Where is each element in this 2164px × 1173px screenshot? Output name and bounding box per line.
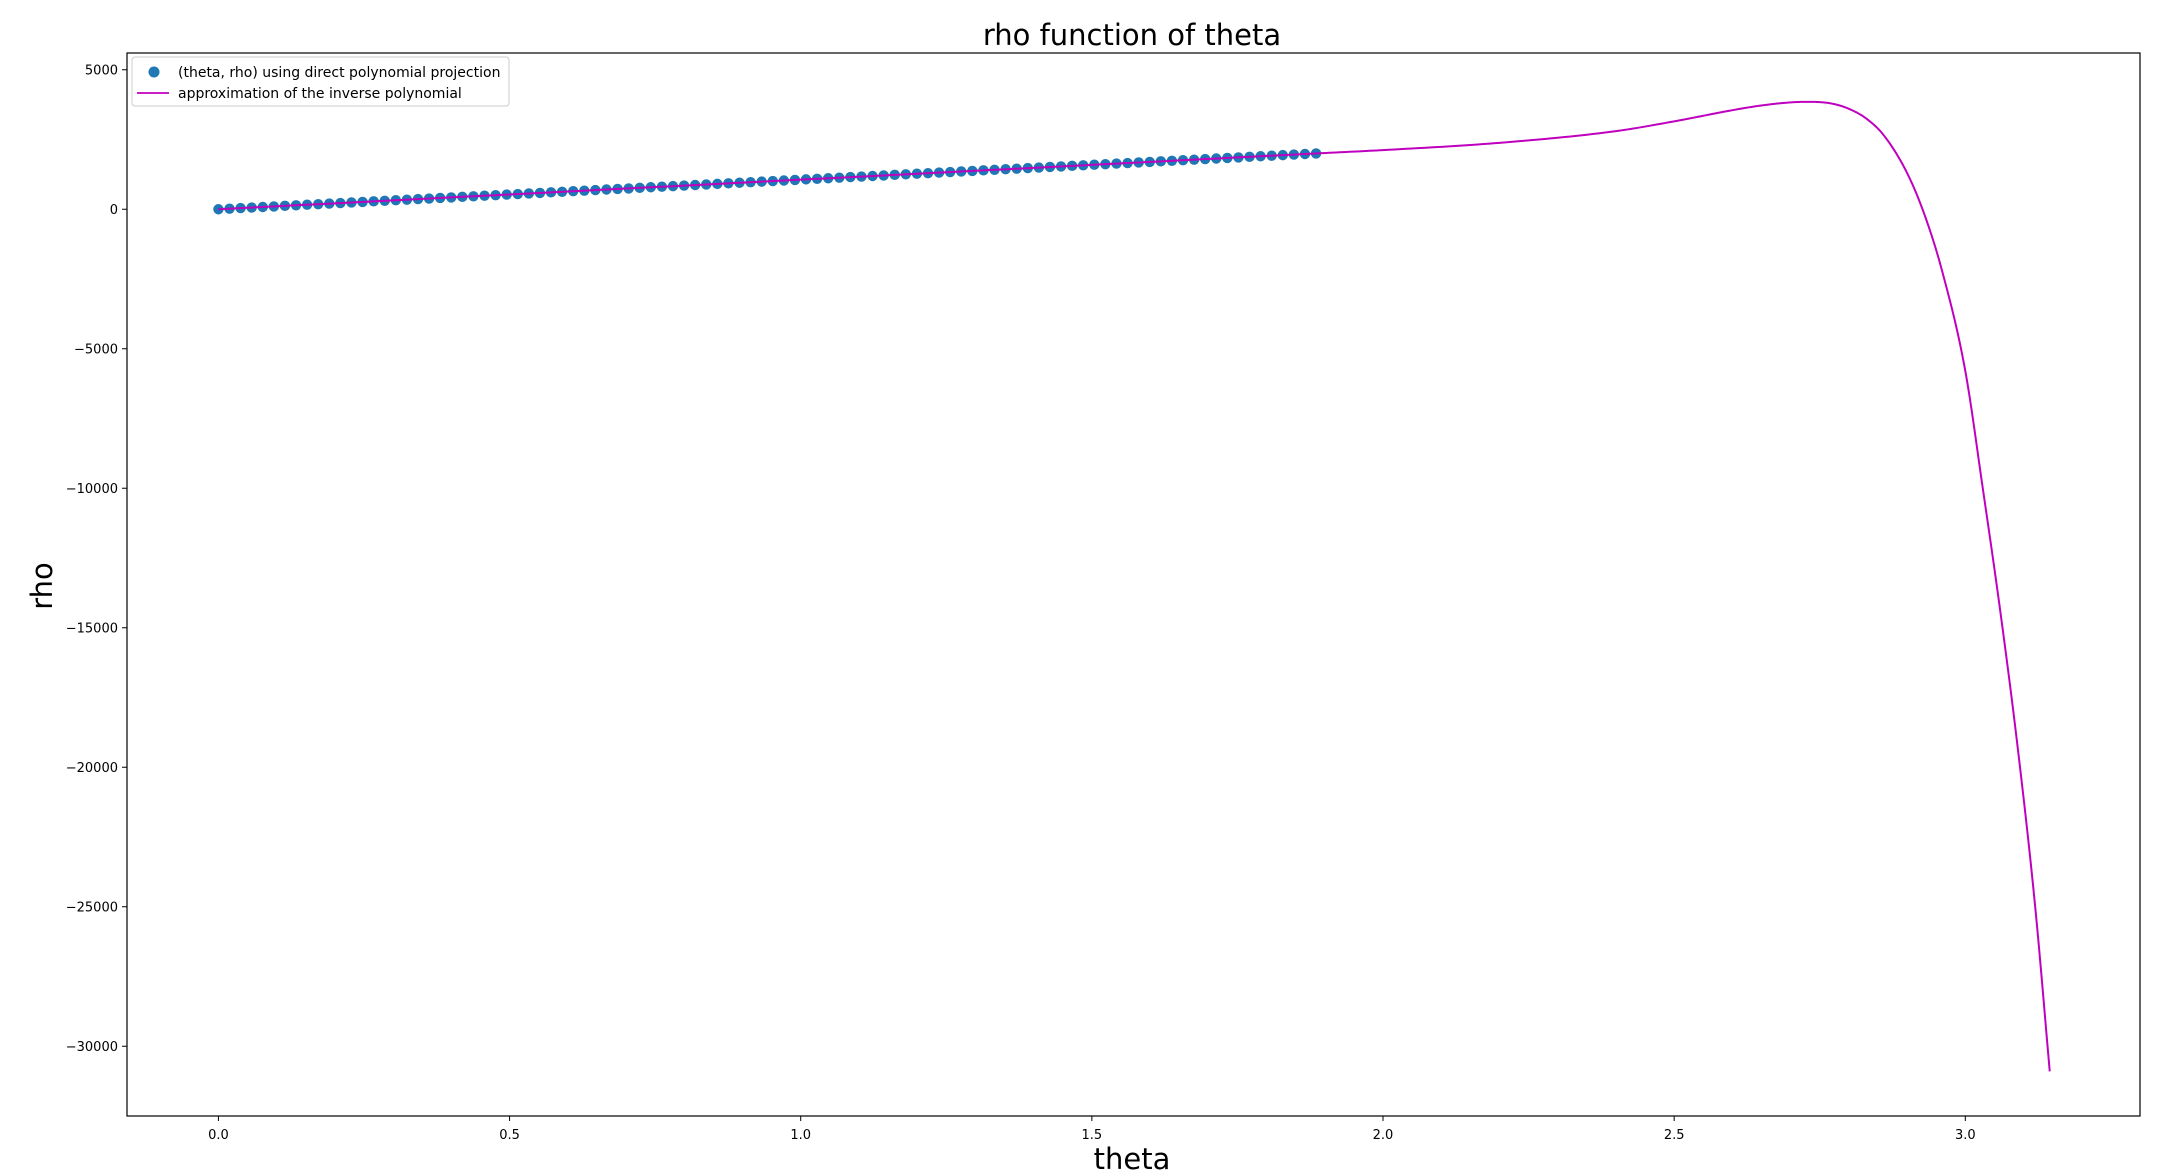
x-tick-label: 2.5 — [1664, 1128, 1685, 1143]
y-axis-title: rho — [25, 562, 59, 610]
plot-frame — [126, 52, 2141, 1117]
plot-area — [213, 100, 2051, 1072]
legend-marker-scatter — [148, 66, 160, 78]
y-tick-label: 0 — [110, 203, 118, 218]
legend-label-scatter: (theta, rho) using direct polynomial pro… — [178, 65, 500, 81]
y-tick-label: −25000 — [66, 901, 118, 916]
x-tick-label: 3.0 — [1955, 1128, 1976, 1143]
x-tick-label: 0.0 — [208, 1128, 229, 1143]
legend-label-line: approximation of the inverse polynomial — [178, 86, 462, 102]
y-tick-label: −10000 — [66, 482, 118, 497]
y-tick-label: −30000 — [66, 1040, 118, 1055]
x-tick-label: 1.5 — [1082, 1128, 1103, 1143]
chart-title: rho function of theta — [983, 18, 1281, 52]
y-tick-label: −20000 — [66, 761, 118, 776]
legend-box — [131, 56, 510, 107]
y-tick-label: −5000 — [74, 343, 118, 358]
legend: (theta, rho) using direct polynomial pro… — [131, 56, 510, 107]
x-tick-label: 0.5 — [499, 1128, 520, 1143]
y-tick-label: 5000 — [85, 64, 118, 79]
x-tick-label: 2.0 — [1373, 1128, 1394, 1143]
x-axis-title: theta — [1094, 1142, 1171, 1173]
axes: 0.0 0.5 1.0 1.5 2.0 2.5 3.0 5000 0 −5000 −10000 −15… — [66, 52, 2141, 1143]
y-tick-label: −15000 — [66, 622, 118, 637]
approximation-line — [218, 100, 2051, 1072]
x-tick-label: 1.0 — [790, 1128, 811, 1143]
